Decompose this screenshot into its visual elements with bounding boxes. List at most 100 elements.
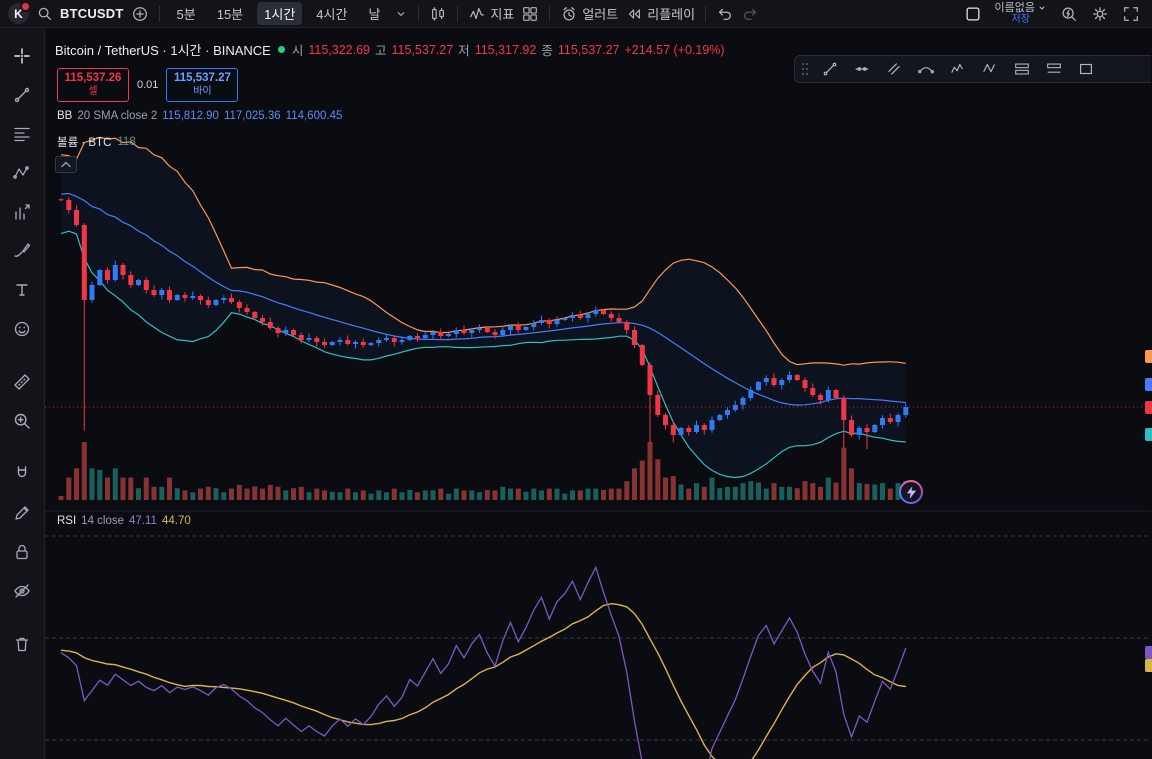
chevron-down-icon[interactable] (394, 7, 408, 21)
rsi-name: RSI (57, 515, 77, 527)
chart-legend: Bitcoin / TetherUS · 1시간 · BINANCE 시 115,… (55, 40, 725, 59)
bb-upper-value: 117,025.36 (223, 110, 281, 122)
price-tag-bb-upper (1145, 350, 1152, 363)
curve-icon[interactable] (913, 58, 939, 80)
bb-name: BB (57, 110, 73, 122)
zoom-in-icon[interactable] (5, 401, 39, 440)
horizontal-line-icon[interactable] (849, 58, 875, 80)
xabcd-pattern-icon[interactable] (5, 153, 39, 192)
quick-search-icon[interactable] (1060, 5, 1078, 23)
close-value: 115,537.27 (557, 42, 620, 57)
long-position-icon[interactable] (1009, 58, 1035, 80)
indicators-icon (468, 5, 486, 23)
text-icon[interactable] (5, 270, 39, 309)
xabcd-pattern-icon[interactable] (977, 58, 1003, 80)
replay-button[interactable]: 리플레이 (625, 4, 695, 23)
timeframe-1h[interactable]: 1시간 (257, 2, 303, 25)
chart-canvas[interactable] (45, 28, 1151, 759)
timeframe-1d[interactable]: 날 (368, 7, 381, 22)
rsi-params: 14 close (81, 515, 125, 527)
sell-label: 셀 (88, 86, 98, 97)
replay-icon (625, 5, 643, 23)
price-tag-rsi (1145, 646, 1152, 659)
trade-panel: 115,537.26 셀 0.01 115,537.27 바이 (57, 68, 239, 102)
crosshair-icon[interactable] (5, 36, 39, 75)
rectangle-icon[interactable] (1073, 58, 1099, 80)
eye-hide-icon[interactable] (5, 571, 39, 610)
buy-label: 바이 (193, 86, 212, 97)
bb-lower-value: 114,600.45 (285, 110, 343, 122)
measure-icon[interactable] (5, 362, 39, 401)
boost-lightning-icon (901, 482, 921, 502)
alert-clock-icon (560, 5, 578, 23)
price-tag-bb-lower (1145, 428, 1152, 441)
layout-name-menu[interactable]: 이름없음 저장 (995, 2, 1047, 26)
grid-layout-icon[interactable] (521, 5, 539, 23)
fib-retracement-icon[interactable] (5, 114, 39, 153)
chevron-up-icon (61, 161, 71, 168)
bb-basis-value: 115,812.90 (162, 110, 219, 122)
floating-drawing-toolbar (794, 55, 1151, 83)
collapse-legend-button[interactable] (55, 156, 77, 173)
divider (705, 5, 707, 22)
undo-icon[interactable] (716, 5, 734, 23)
chart-area: Bitcoin / TetherUS · 1시간 · BINANCE 시 115,… (45, 28, 1152, 759)
high-label: 고 (375, 44, 387, 58)
redo-icon[interactable] (741, 5, 759, 23)
low-label: 저 (458, 44, 470, 58)
open-label: 시 (291, 44, 304, 58)
pencil-icon[interactable] (5, 493, 39, 532)
price-tag-last-price (1145, 401, 1152, 414)
fullscreen-icon[interactable] (1122, 5, 1140, 23)
chevron-down-icon (1039, 6, 1045, 10)
indicators-button[interactable]: 지표 (468, 4, 514, 23)
forecast-icon[interactable] (5, 192, 39, 231)
market-status-dot (277, 46, 285, 53)
divider (549, 5, 551, 22)
app-logo[interactable]: K (8, 1, 31, 24)
divider (457, 5, 459, 22)
low-value: 115,317.92 (474, 42, 537, 57)
symbol-button[interactable]: BTCUSDT (60, 6, 124, 21)
parallel-channel-icon[interactable] (881, 58, 907, 80)
emoji-icon[interactable] (5, 309, 39, 348)
divider (158, 5, 160, 22)
layout-name-label: 이름없음 (994, 1, 1035, 14)
elliott-wave-icon[interactable] (945, 58, 971, 80)
timeframe-4h[interactable]: 4시간 (316, 7, 348, 22)
high-value: 115,537.27 (391, 42, 454, 57)
lock-icon[interactable] (5, 532, 39, 571)
rsi-legend[interactable]: RSI 14 close 47.11 44.70 (57, 515, 191, 527)
buy-button[interactable]: 115,537.27 바이 (166, 68, 239, 102)
layout-square-icon[interactable] (964, 5, 982, 23)
trend-line-icon[interactable] (817, 58, 843, 80)
change-value: +214.57 (+0.19%) (624, 42, 725, 57)
rsi-value: 47.11 (129, 515, 157, 527)
chart-title[interactable]: Bitcoin / TetherUS · 1시간 · BINANCE (55, 43, 271, 58)
plus-circle-icon[interactable] (131, 5, 149, 23)
candlestick-style-icon[interactable] (429, 5, 447, 23)
brush-icon[interactable] (5, 231, 39, 270)
top-toolbar: K BTCUSDT 5분 15분 1시간 4시간 날 지표 (0, 0, 1152, 28)
buy-price: 115,537.27 (173, 72, 231, 84)
save-layout-button[interactable]: 저장 (1011, 13, 1030, 25)
trend-line-icon[interactable] (5, 75, 39, 114)
ohlc-values: 시 115,322.69 고 115,537.27 저 115,317.92 종 115… (292, 40, 725, 59)
magnet-icon[interactable] (5, 454, 39, 493)
volume-name: 볼륨 · BTC (57, 137, 112, 149)
open-value: 115,322.69 (308, 42, 371, 57)
bb-legend[interactable]: BB 20 SMA close 2 115,812.90 117,025.36 … (57, 110, 342, 122)
sell-price: 115,537.26 (64, 72, 122, 84)
boost-button[interactable] (899, 480, 923, 504)
price-tag-bb-basis (1145, 378, 1152, 391)
trash-icon[interactable] (5, 624, 39, 663)
sell-button[interactable]: 115,537.26 셀 (57, 68, 129, 102)
timeframe-15m[interactable]: 15분 (216, 7, 244, 22)
drag-handle-icon[interactable] (799, 58, 811, 80)
settings-gear-icon[interactable] (1091, 5, 1109, 23)
alert-button[interactable]: 얼러트 (560, 4, 618, 23)
volume-legend[interactable]: 볼륨 · BTC 118 (57, 134, 136, 150)
timeframe-5m[interactable]: 5분 (176, 7, 196, 22)
search-icon[interactable] (36, 5, 53, 22)
short-position-icon[interactable] (1041, 58, 1067, 80)
